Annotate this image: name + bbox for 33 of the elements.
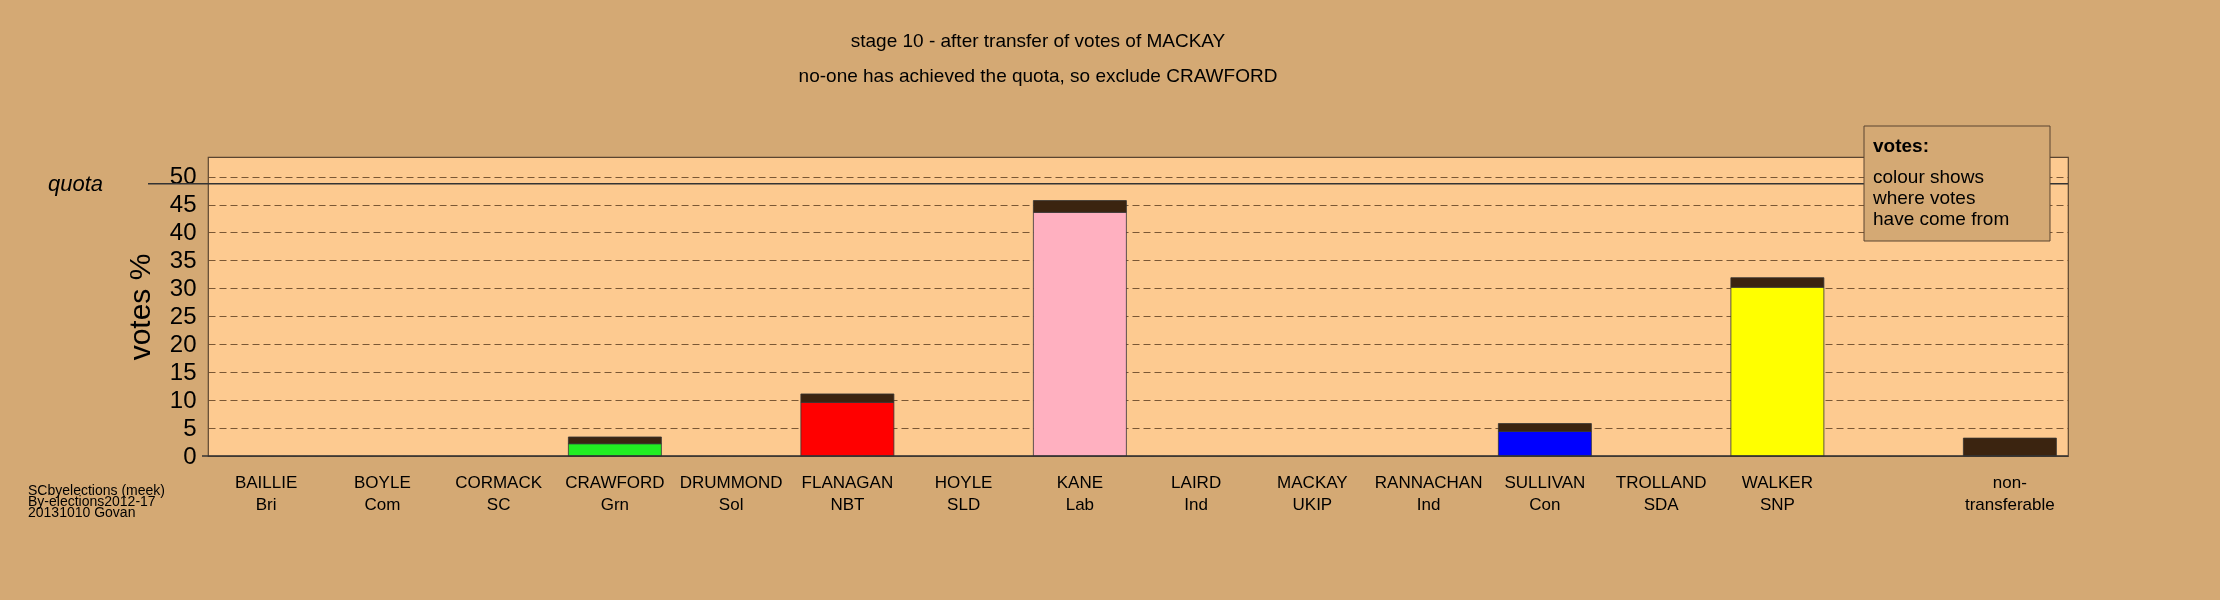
x-tick-label: MACKAY UKIP <box>1277 472 1348 514</box>
x-tick-label: LAIRD Ind <box>1171 472 1222 514</box>
x-tick-label: BAILLIE Bri <box>234 472 298 514</box>
y-tick-label: 20 <box>169 329 197 357</box>
annotation: where votes <box>1872 187 1976 208</box>
x-tick-label: SULLIVAN Con <box>1504 472 1586 514</box>
x-tick-label: FLANAGAN NBT <box>801 472 894 514</box>
y-tick-label: 40 <box>169 217 197 245</box>
x-tick-label: WALKER SNP <box>1741 472 1813 514</box>
x-tick-label: non- transferable <box>1964 472 2055 514</box>
x-tick-label: RANNACHAN Ind <box>1374 472 1483 514</box>
x-tick-label: DRUMMOND Sol <box>679 472 783 514</box>
ref-line-label: quota <box>47 170 103 196</box>
annotation: colour shows <box>1873 166 1984 187</box>
y-tick-label: 25 <box>169 301 197 329</box>
x-tick-label: HOYLE SLD <box>934 472 993 514</box>
x-tick-label: TROLLAND SDA <box>1615 472 1707 514</box>
chart-subtitle: no-one has achieved the quota, so exclude CRAWFORD <box>798 64 1278 86</box>
x-tick-label: CRAWFORD Grn <box>565 472 665 514</box>
y-tick-label: 5 <box>183 413 197 441</box>
y-tick-label: 15 <box>169 357 197 385</box>
y-tick-label: 35 <box>169 245 197 273</box>
x-tick-label: BOYLE Com <box>354 472 411 514</box>
y-tick-label: 0 <box>183 441 197 469</box>
text: votes: <box>1873 135 1929 156</box>
y-tick-label: 30 <box>169 273 197 301</box>
x-tick-label: KANE Lab <box>1056 472 1104 514</box>
chart-title: stage 10 - after transfer of votes of MACKAY <box>850 29 1226 51</box>
y-axis-title: votes % <box>122 253 156 361</box>
y-tick-label: 10 <box>169 385 197 413</box>
x-tick-label: CORMACK SC <box>455 472 543 514</box>
annotation: have come from <box>1873 208 2010 229</box>
y-tick-label: 45 <box>169 190 197 217</box>
